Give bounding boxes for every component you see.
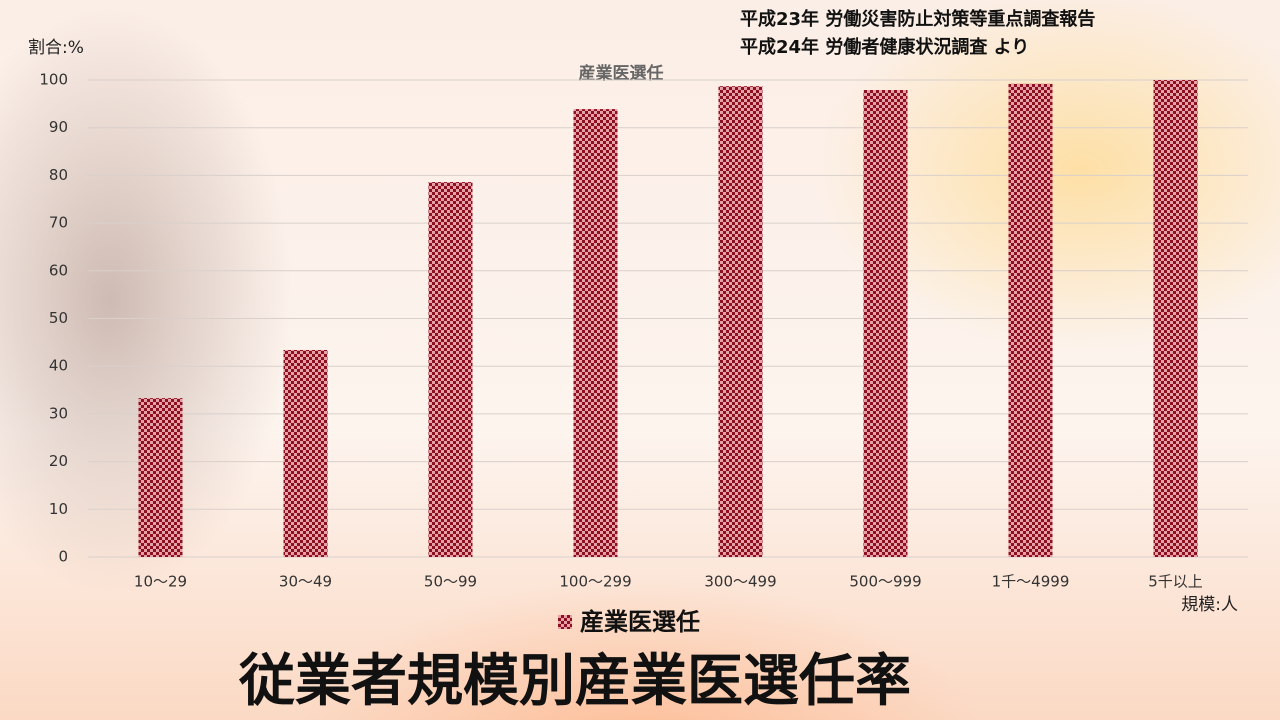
bar: [428, 182, 473, 557]
y-tick-label: 0: [58, 548, 68, 566]
bar: [138, 398, 183, 557]
y-tick-label: 20: [49, 452, 68, 470]
y-tick-label: 100: [39, 71, 68, 89]
x-tick-label: 1千～4999: [992, 573, 1070, 591]
x-tick-label: 500～999: [849, 573, 921, 591]
legend-swatch: [558, 615, 572, 629]
slide-title: 従業者規模別産業医選任率: [238, 649, 911, 714]
bar: [1153, 80, 1198, 557]
bar: [283, 349, 328, 557]
bar: [1008, 83, 1053, 557]
y-tick-label: 80: [49, 166, 68, 184]
y-tick-label: 70: [49, 214, 68, 232]
source-line: 平成24年 労働者健康状況調査 より: [740, 36, 1029, 58]
x-tick-label: 50～99: [424, 573, 477, 591]
y-tick-label: 50: [49, 309, 68, 327]
legend-label: 産業医選任: [580, 608, 700, 636]
x-tick-label: 300～499: [704, 573, 776, 591]
x-axis-label: 規模:人: [1181, 595, 1238, 615]
bar: [863, 90, 908, 557]
y-tick-label: 90: [49, 118, 68, 136]
chart-title: 産業医選任: [579, 63, 664, 84]
y-tick-label: 40: [49, 357, 68, 375]
x-tick-label: 10～29: [134, 573, 187, 591]
bar: [718, 86, 763, 558]
y-tick-label: 10: [49, 500, 68, 518]
x-tick-label: 30～49: [279, 573, 332, 591]
y-tick-label: 60: [49, 261, 68, 279]
x-tick-label: 5千以上: [1148, 573, 1203, 591]
y-tick-label: 30: [49, 404, 68, 422]
x-tick-label: 100～299: [559, 573, 631, 591]
bar: [573, 109, 618, 558]
y-axis-label: 割合:%: [28, 38, 84, 58]
source-line: 平成23年 労働災害防止対策等重点調査報告: [740, 8, 1095, 30]
